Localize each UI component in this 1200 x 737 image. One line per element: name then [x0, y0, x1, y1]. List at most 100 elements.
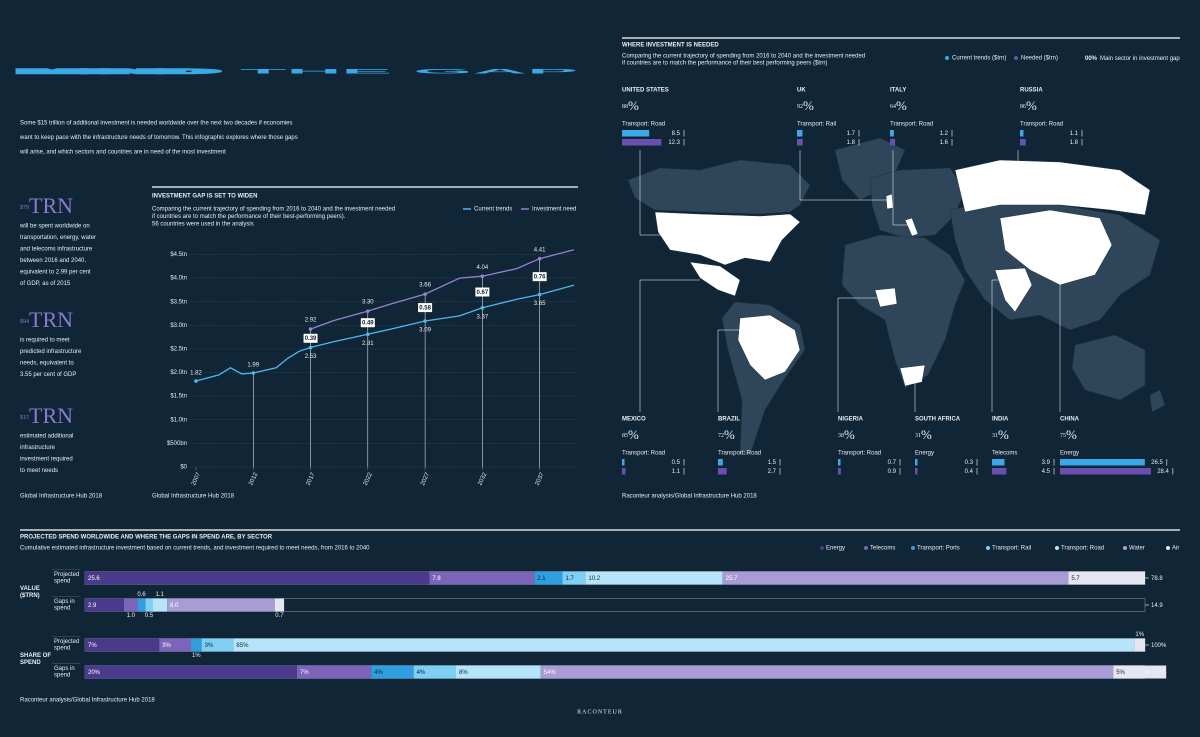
- row-label: spend: [54, 606, 70, 612]
- chart-subtitle: if countries are to match the performanc…: [152, 214, 346, 220]
- legend-swatch: [911, 546, 915, 550]
- country-name: NIGERIA: [838, 417, 864, 423]
- country-bar: [718, 468, 727, 475]
- segment-label: 1.0: [127, 613, 136, 619]
- country-bar: [622, 130, 650, 137]
- segment: [371, 665, 414, 679]
- share-value: 72: [718, 433, 724, 439]
- country-sector: Transport: Road: [890, 122, 933, 128]
- legend-label: Telecoms: [870, 546, 895, 552]
- stat-text: of GDP, as of 2015: [20, 281, 71, 287]
- point: [537, 292, 542, 297]
- country-share: 92%: [797, 98, 814, 113]
- title-outline: MIND: [20, 70, 224, 76]
- y-tick-label: $3.5tn: [170, 299, 187, 305]
- country-share: 72%: [718, 427, 735, 442]
- segment: [233, 638, 1135, 652]
- chart-subtitle: Cumulative estimated infrastructure inve…: [20, 546, 370, 552]
- segment: [540, 665, 1114, 679]
- segment-label: 3%: [162, 643, 171, 649]
- segment-label: 5%: [1116, 670, 1125, 676]
- stat-text: needs, equivalent to: [20, 361, 74, 367]
- country-share: 86%: [1020, 98, 1037, 113]
- x-tick-label: 2017: [306, 471, 317, 486]
- segment: [85, 598, 125, 612]
- segment: [1113, 665, 1167, 679]
- source: Raconteur analysis/Global Infrastructure…: [20, 698, 155, 704]
- intro-text: want to keep pace with the infrastructur…: [19, 135, 298, 141]
- row-label: spend: [54, 673, 70, 679]
- segment-label: 25.7: [726, 576, 738, 582]
- legend-swatch: [864, 546, 868, 550]
- bar-value: 4.5: [1042, 469, 1051, 475]
- segment-label: 2.1: [537, 576, 546, 582]
- source: Global Infrastructure Hub 2018: [152, 494, 235, 500]
- country-share: 75%: [1060, 427, 1077, 442]
- share-sign: %: [628, 427, 639, 442]
- x-tick-label: 2032: [477, 471, 488, 486]
- segment: [167, 598, 275, 612]
- stat-text: investment required: [20, 457, 73, 463]
- point: [480, 274, 485, 278]
- segment-label: 1.7: [566, 576, 575, 582]
- total-label: 78.8: [1151, 576, 1163, 582]
- segment: [85, 638, 160, 652]
- segment-label: 7.8: [432, 576, 441, 582]
- legend-label: Transport: Ports: [917, 546, 960, 552]
- x-tick-label: 2037: [535, 471, 546, 486]
- point: [423, 292, 427, 296]
- x-tick-label: 2007: [191, 471, 202, 486]
- segment-label: 4%: [417, 670, 426, 676]
- data-label: 3.66: [419, 283, 431, 289]
- gap-marker: [475, 287, 490, 297]
- segment: [274, 598, 285, 612]
- stat-text: equivalent to 2.99 per cent: [20, 270, 91, 276]
- country-sector: Transport: Road: [622, 451, 665, 457]
- gap-marker: [360, 318, 375, 328]
- chart-title: PROJECTED SPEND WORLDWIDE AND WHERE THE …: [20, 535, 273, 541]
- country-bar: [622, 468, 626, 475]
- share-value: 86: [1020, 104, 1026, 110]
- share-value: 75: [1060, 433, 1066, 439]
- legend-swatch: [1055, 546, 1059, 550]
- series-line: [195, 284, 575, 382]
- segment: [562, 571, 586, 585]
- share-sign: %: [998, 427, 1009, 442]
- y-tick-label: $1.5tn: [170, 394, 187, 400]
- bar-value: 0.5: [672, 460, 681, 466]
- country-bar: [838, 468, 841, 475]
- stat-unit: TRN: [29, 307, 73, 332]
- segment: [145, 598, 153, 612]
- country-bar: [890, 130, 894, 137]
- stat-amount: $15: [20, 414, 29, 421]
- segment-label: 8.0: [170, 603, 179, 609]
- legend-label: Needed ($trn): [1021, 56, 1058, 62]
- legend-label: Water: [1129, 546, 1145, 552]
- legend-swatch: [1123, 546, 1127, 550]
- x-tick-label: 2012: [248, 471, 259, 486]
- country-sector: Telecoms: [992, 451, 1017, 457]
- bar-value: 26.5: [1151, 460, 1163, 466]
- chart-subtitle: Comparing the current trajectory of spen…: [152, 207, 395, 213]
- leader-lines: [639, 150, 1061, 412]
- bar-value: 1.8: [847, 140, 856, 146]
- gap-label: 0.67: [477, 290, 489, 296]
- country-share: 31%: [915, 427, 932, 442]
- segment-label: 0.7: [275, 613, 284, 619]
- row-label: Projected: [54, 572, 79, 578]
- country-bar: [718, 459, 723, 466]
- stat-figure: $79TRN: [20, 193, 73, 218]
- point: [423, 319, 427, 323]
- legend-label: 00% Main sector in investment gap: [1085, 56, 1180, 62]
- stat-text: estimated additional: [20, 434, 73, 440]
- row-label: Gaps in: [54, 599, 75, 605]
- bar-value: 0.9: [888, 469, 897, 475]
- segment-label: 5.7: [1071, 576, 1080, 582]
- legend-label: Investment need: [532, 207, 576, 213]
- y-tick-label: $1.0tn: [170, 417, 187, 423]
- country-sector: Energy: [915, 451, 934, 457]
- country-bar: [992, 468, 1007, 475]
- stat-text: to meet needs: [20, 468, 58, 474]
- share-value: 64: [890, 104, 896, 110]
